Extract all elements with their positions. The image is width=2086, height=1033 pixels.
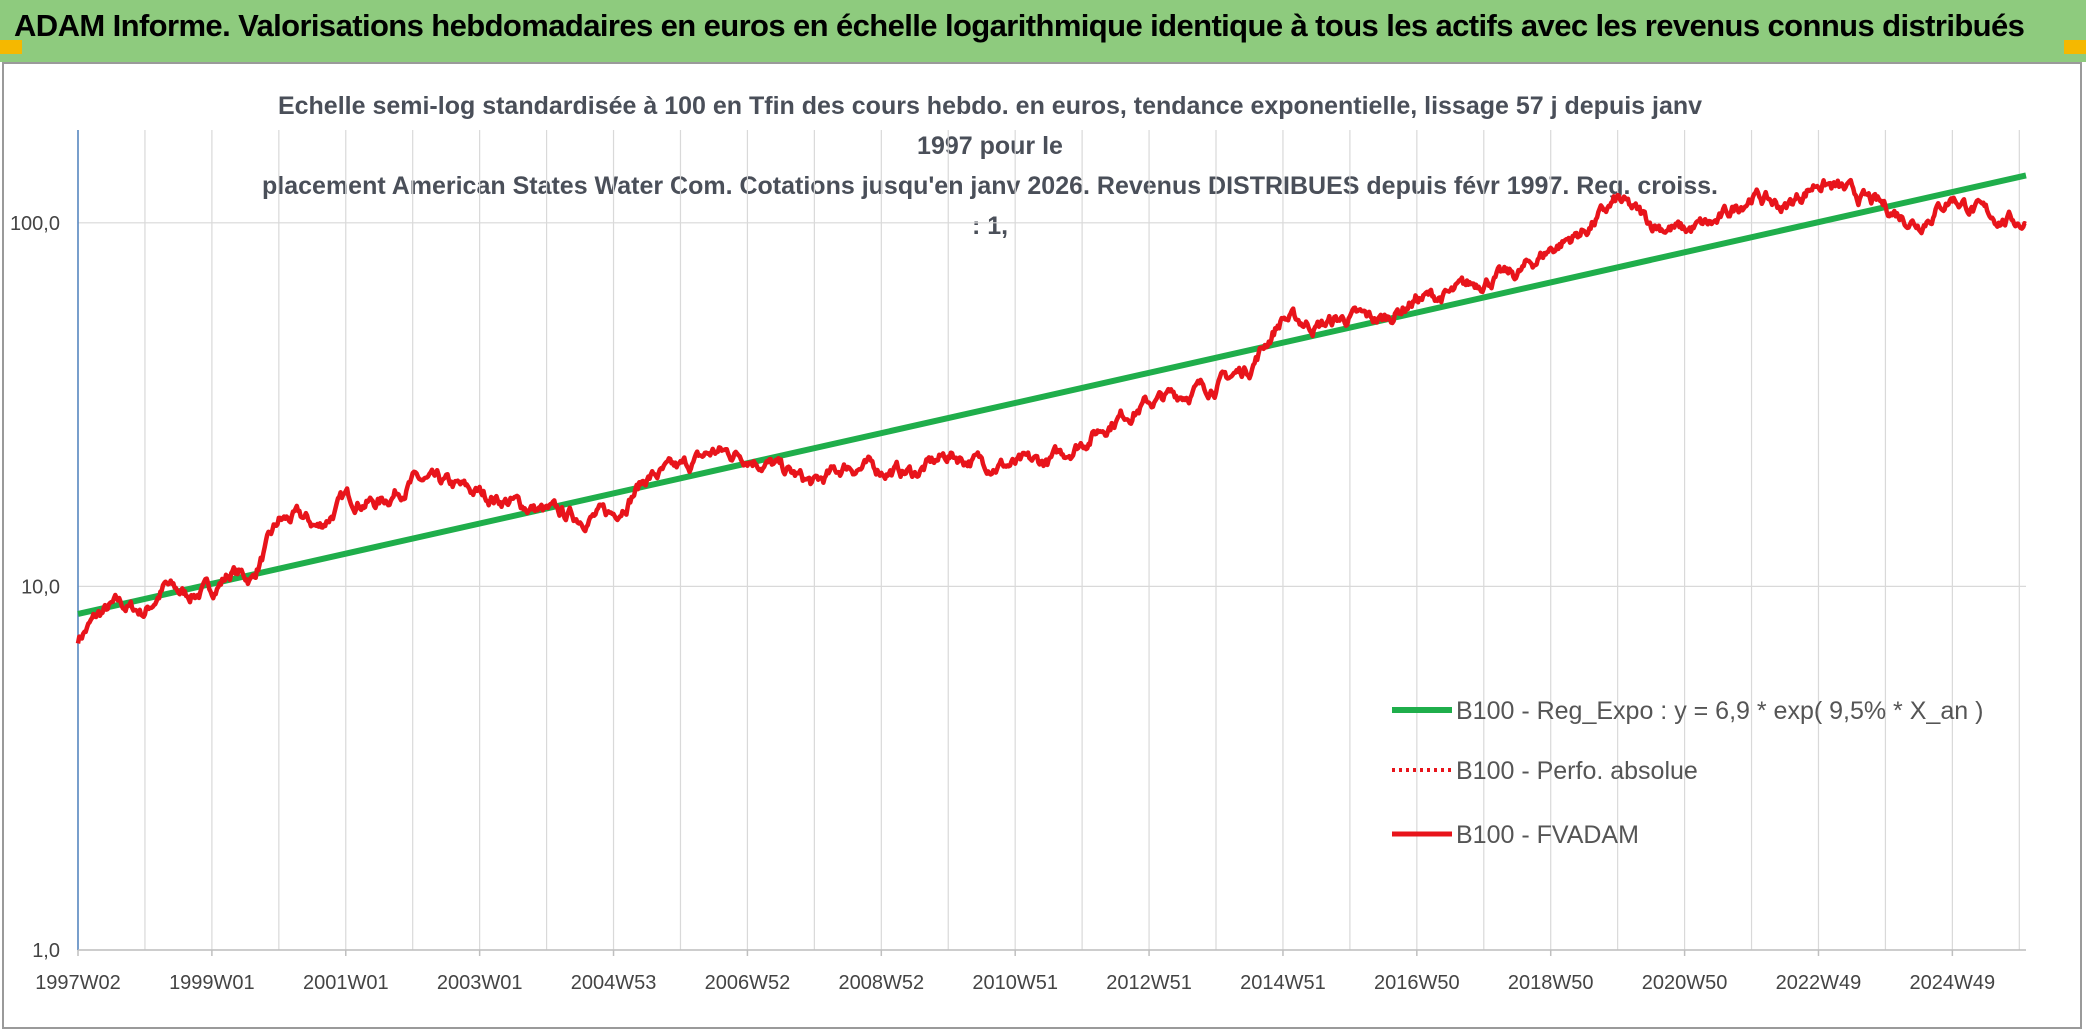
legend-entry: B100 - Reg_Expo : y = 6,9 * exp( 9,5% * … [1456, 697, 1983, 725]
corner-marker-right [2064, 40, 2086, 54]
tick-labels: 1,0 10,0 100,0 1997W02 1999W01 2001W01 2003W01… [10, 213, 1995, 994]
x-tick-label: 2003W01 [437, 972, 523, 994]
x-tick-label: 2016W50 [1374, 972, 1460, 994]
x-tick-label: 2012W51 [1106, 972, 1192, 994]
fvadam-line [75, 177, 2027, 644]
x-tick-label: 1997W02 [35, 972, 121, 994]
y-tick-label: 1,0 [32, 940, 60, 962]
corner-marker-left [0, 40, 22, 54]
x-tick-label: 2022W49 [1776, 972, 1862, 994]
x-tick-label: 2020W50 [1642, 972, 1728, 994]
legend: B100 - Reg_Expo : y = 6,9 * exp( 9,5% * … [1392, 697, 1983, 849]
y-tick-label: 100,0 [10, 213, 60, 235]
legend-entry: B100 - Perfo. absolue [1456, 757, 1698, 785]
report-banner: ADAM Informe. Valorisations hebdomadaire… [0, 0, 2086, 62]
chart-title: Echelle semi-log standardisée à 100 en T… [260, 86, 1720, 246]
trend-line [77, 172, 2027, 617]
gridlines [77, 130, 2026, 951]
series-layer [75, 172, 2027, 644]
report-title: ADAM Informe. Valorisations hebdomadaire… [14, 8, 2025, 43]
chart-title-line-1: Echelle semi-log standardisée à 100 en T… [277, 92, 1703, 160]
x-tick-label: 2006W52 [705, 972, 791, 994]
legend-entry: B100 - FVADAM [1456, 821, 1639, 849]
chart-title-line-2: placement American States Water Com. Cot… [262, 172, 1718, 240]
x-tick-label: 2008W52 [838, 972, 924, 994]
x-tick-label: 2018W50 [1508, 972, 1594, 994]
axes [77, 130, 2026, 956]
x-tick-label: 2014W51 [1240, 972, 1326, 994]
x-tick-label: 1999W01 [169, 972, 255, 994]
x-tick-label: 2024W49 [1910, 972, 1996, 994]
x-tick-label: 2004W53 [571, 972, 657, 994]
x-tick-label: 2001W01 [303, 972, 389, 994]
y-tick-label: 10,0 [21, 576, 60, 598]
x-tick-label: 2010W51 [972, 972, 1058, 994]
